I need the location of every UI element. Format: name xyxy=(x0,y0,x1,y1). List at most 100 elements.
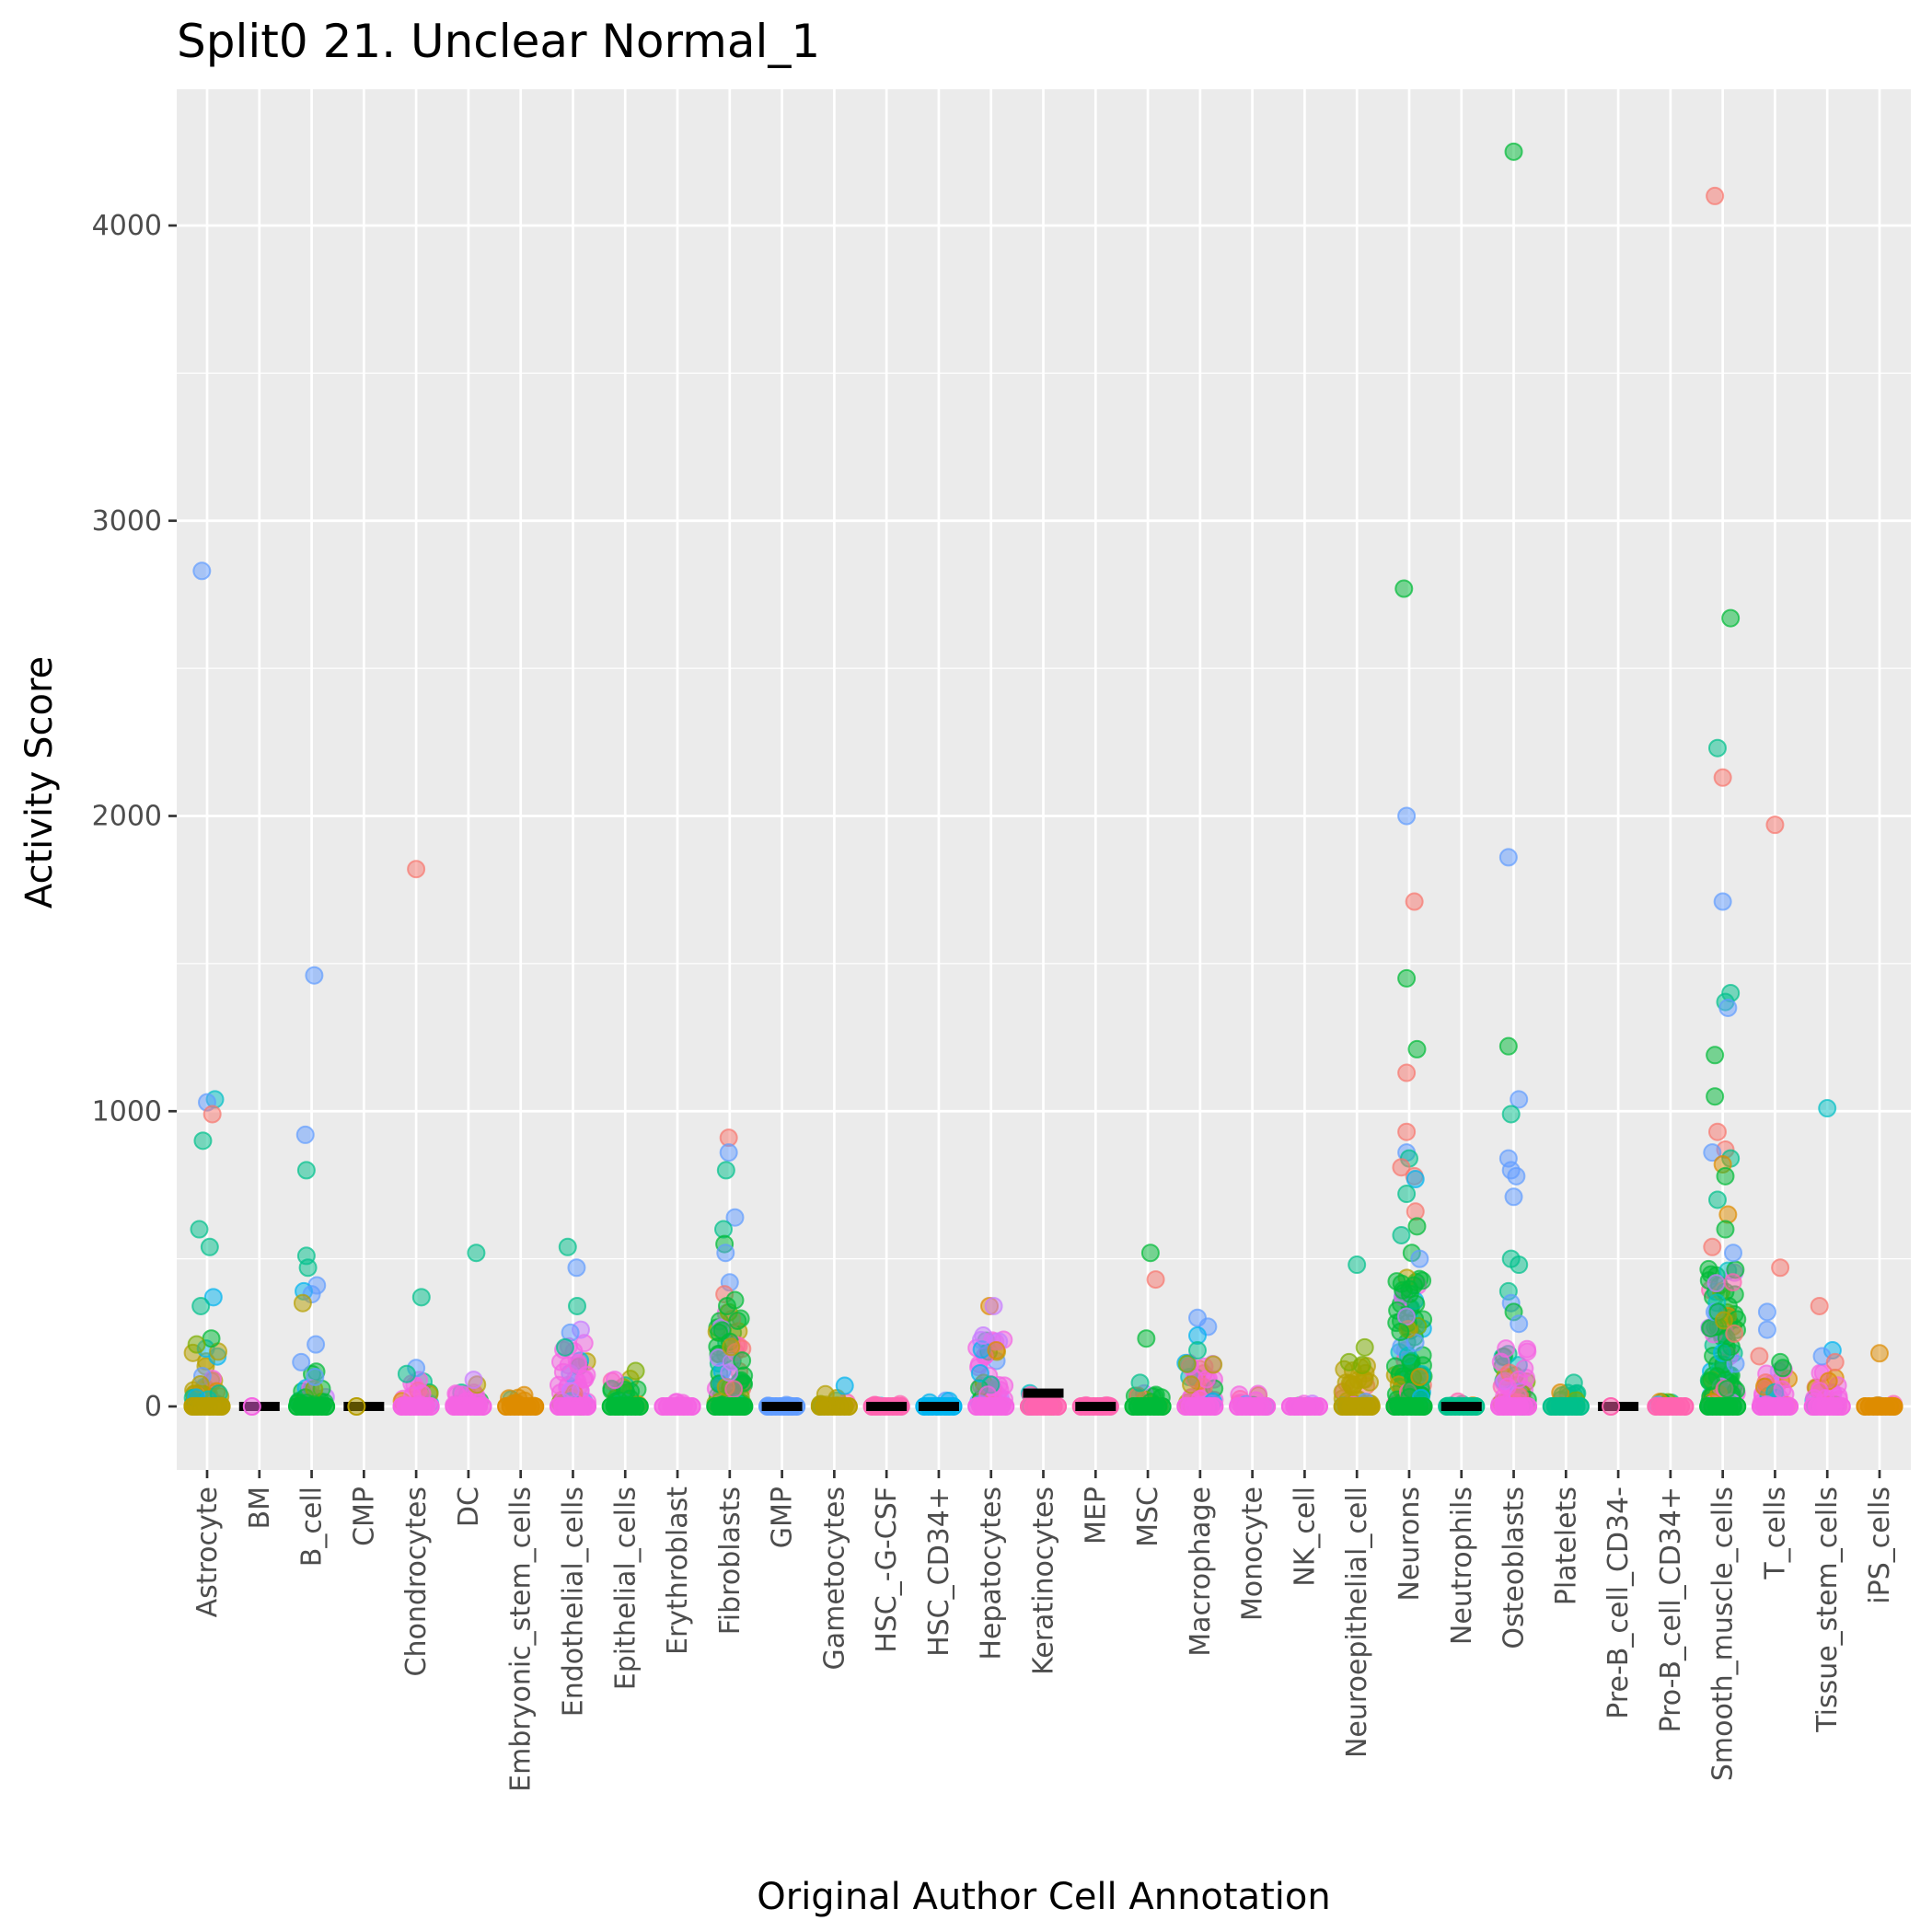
data-point xyxy=(1757,1320,1776,1339)
x-tick-label: Keratinocytes xyxy=(1028,1487,1060,1675)
data-point xyxy=(1501,1105,1521,1124)
cluster-point xyxy=(1204,1355,1223,1374)
data-point xyxy=(1137,1329,1156,1348)
cluster-point xyxy=(1728,1397,1747,1416)
data-point xyxy=(1707,1122,1727,1141)
x-tick-label: T_cells xyxy=(1759,1487,1791,1580)
data-point xyxy=(1498,848,1518,867)
data-point xyxy=(626,1361,645,1381)
data-point xyxy=(728,1311,747,1330)
data-point xyxy=(1870,1344,1889,1363)
data-point xyxy=(190,1220,209,1239)
x-tick-label: Smooth_muscle_cells xyxy=(1707,1487,1740,1781)
data-point xyxy=(467,1244,486,1263)
cluster-point xyxy=(212,1397,231,1416)
cluster-point xyxy=(733,1351,752,1371)
cluster-point xyxy=(1725,1324,1744,1343)
data-point xyxy=(1352,1356,1371,1375)
y-axis: 0 1000 2000 3000 4000 xyxy=(92,210,177,1423)
cluster-point xyxy=(561,1382,580,1401)
data-point xyxy=(1765,816,1785,835)
data-point xyxy=(1810,1296,1829,1315)
data-point xyxy=(293,1293,312,1313)
data-point xyxy=(987,1341,1006,1360)
cluster-point xyxy=(317,1397,336,1416)
data-points xyxy=(187,142,1889,1395)
cluster-point xyxy=(1723,1273,1742,1292)
cluster-point xyxy=(1602,1397,1621,1416)
x-tick-label: MSC xyxy=(1132,1487,1164,1547)
median-bar xyxy=(1023,1388,1064,1398)
x-tick-label: GMP xyxy=(767,1487,799,1548)
cluster-point xyxy=(1510,1370,1529,1389)
data-point xyxy=(716,1244,735,1263)
data-point xyxy=(1397,968,1417,988)
cluster-point xyxy=(1257,1397,1277,1416)
data-point xyxy=(1407,1217,1427,1236)
cluster-point xyxy=(1406,1294,1426,1313)
cluster-point xyxy=(996,1397,1015,1416)
x-tick-label: Fibroblasts xyxy=(714,1487,746,1635)
cluster-point xyxy=(1773,1380,1792,1399)
data-point xyxy=(1706,186,1725,205)
cluster-point xyxy=(1702,1371,1721,1390)
cluster-point xyxy=(970,1363,989,1382)
cluster-point xyxy=(839,1397,858,1416)
chart-title: Split0 21. Unclear Normal_1 xyxy=(177,15,820,68)
cluster-point xyxy=(1518,1342,1537,1361)
x-tick-label: Monocyte xyxy=(1237,1487,1269,1621)
data-point xyxy=(1707,1190,1727,1209)
x-tick-label: DC xyxy=(453,1487,485,1527)
data-point xyxy=(716,1161,735,1180)
cluster-point xyxy=(569,1356,588,1375)
median-bar xyxy=(1440,1402,1482,1411)
y-tick-label: 1000 xyxy=(92,1095,162,1128)
data-point xyxy=(295,1125,315,1144)
cluster-point xyxy=(1400,1279,1419,1299)
x-tick-label: Erythroblast xyxy=(662,1487,694,1655)
x-tick-label: iPS_cells xyxy=(1864,1487,1896,1604)
cluster-point xyxy=(1706,1274,1726,1293)
cluster-point xyxy=(1714,1311,1733,1330)
data-point xyxy=(407,860,426,879)
data-point xyxy=(974,1326,993,1346)
data-point xyxy=(1410,1249,1429,1268)
cluster-point xyxy=(1519,1397,1538,1416)
data-point xyxy=(1507,1166,1526,1186)
data-point xyxy=(1348,1255,1367,1275)
cluster-point xyxy=(1310,1397,1329,1416)
x-tick-label: Hepatocytes xyxy=(976,1487,1008,1660)
x-tick-label: Chondrocytes xyxy=(400,1487,433,1677)
cluster-point xyxy=(1385,1357,1405,1376)
cluster-point xyxy=(306,1367,325,1386)
data-point xyxy=(305,966,324,985)
cluster-point xyxy=(724,1380,744,1399)
data-point xyxy=(1146,1270,1165,1290)
cluster-point xyxy=(1396,1307,1416,1326)
cluster-point xyxy=(1391,1323,1410,1342)
cluster-point xyxy=(1884,1397,1903,1416)
cluster-point xyxy=(1675,1397,1695,1416)
x-tick-label: Gametocytes xyxy=(818,1487,850,1671)
data-point xyxy=(1703,1237,1722,1256)
x-tick-label: Platelets xyxy=(1550,1487,1582,1605)
x-tick-label: Pre-B_cell_CD34- xyxy=(1602,1487,1635,1719)
x-axis: Astrocyte BM B_cell CMP Chondrocytes DC Embryo… xyxy=(191,1470,1896,1792)
median-bar xyxy=(1075,1402,1116,1411)
data-point xyxy=(1407,1039,1427,1059)
cluster-point xyxy=(1414,1397,1433,1416)
cluster-point xyxy=(735,1397,754,1416)
data-point xyxy=(1406,1170,1425,1189)
data-point xyxy=(567,1258,586,1278)
data-point xyxy=(1771,1258,1790,1278)
x-tick-label: Osteoblasts xyxy=(1498,1487,1531,1649)
cluster-point xyxy=(242,1397,261,1416)
data-point xyxy=(1510,1314,1529,1334)
data-point xyxy=(1718,998,1738,1017)
data-point xyxy=(1397,806,1417,826)
data-point xyxy=(192,561,212,581)
data-point xyxy=(187,1335,206,1354)
data-point xyxy=(193,1131,213,1151)
x-tick-label: B_cell xyxy=(296,1487,329,1567)
data-point xyxy=(296,1161,316,1180)
